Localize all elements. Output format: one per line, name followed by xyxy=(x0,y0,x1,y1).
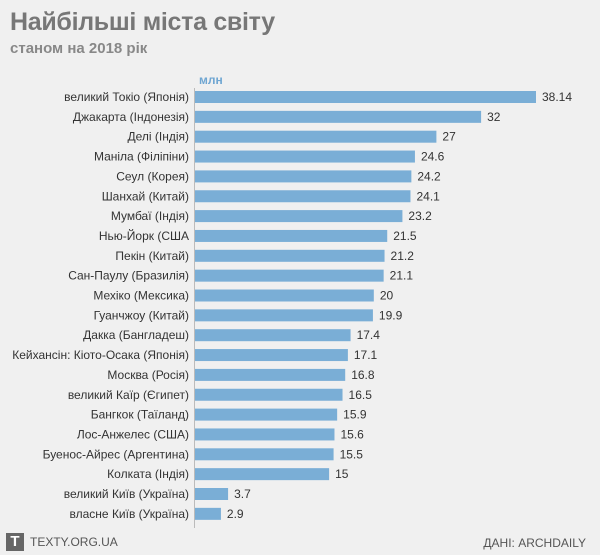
category-label: Буенос-Айрес (Аргентина) xyxy=(43,447,189,461)
category-label: власне Київ (Україна) xyxy=(70,507,189,521)
category-label: Колката (Індія) xyxy=(107,467,189,481)
bar xyxy=(195,229,388,242)
bar xyxy=(195,150,415,163)
value-label: 17.4 xyxy=(357,328,381,342)
bar xyxy=(195,110,482,123)
value-label: 38.14 xyxy=(542,90,572,104)
category-label: Джакарта (Індонезія) xyxy=(73,110,189,124)
bar xyxy=(195,249,385,262)
bar xyxy=(195,349,348,362)
value-label: 17.1 xyxy=(354,348,378,362)
chart-subtitle: станом на 2018 рік xyxy=(10,40,148,57)
category-label: Сан-Паулу (Бразилія) xyxy=(68,269,189,283)
bar xyxy=(195,210,403,223)
bar xyxy=(195,488,229,500)
value-label: 27 xyxy=(442,130,456,144)
category-label: Кейхансін: Кіото-Осака (Японія) xyxy=(12,348,189,362)
value-label: 15.6 xyxy=(340,427,364,441)
bar xyxy=(195,309,373,322)
value-label: 16.5 xyxy=(349,388,373,402)
category-label: Дакка (Бангладеш) xyxy=(83,328,189,342)
value-label: 32 xyxy=(487,110,501,124)
bar xyxy=(195,388,343,401)
value-label: 21.1 xyxy=(390,269,414,283)
bar xyxy=(195,368,346,381)
bar xyxy=(195,468,330,481)
bar xyxy=(195,507,221,520)
value-label: 23.2 xyxy=(408,209,432,223)
unit-label: млн xyxy=(199,73,223,87)
value-label: 24.1 xyxy=(416,189,440,203)
value-label: 19.9 xyxy=(379,308,403,322)
category-label: Мумбаї (Індія) xyxy=(111,209,189,223)
category-label: Бангкок (Таїланд) xyxy=(91,408,189,422)
bar xyxy=(195,329,351,342)
category-label: великий Київ (Україна) xyxy=(64,487,189,501)
texty-logo-icon: T xyxy=(6,533,24,551)
category-label: великий Токіо (Японія) xyxy=(64,90,189,104)
bar xyxy=(195,190,411,203)
value-label: 15 xyxy=(335,467,349,481)
category-label: великий Каїр (Єгипет) xyxy=(68,388,189,402)
category-label: Маніла (Філіпіни) xyxy=(94,150,189,164)
value-label: 2.9 xyxy=(227,507,244,521)
bar xyxy=(195,428,335,441)
chart-title: Найбільші міста світу xyxy=(10,8,275,36)
category-label: Мехіко (Мексика) xyxy=(93,289,189,303)
value-label: 15.9 xyxy=(343,408,367,422)
value-label: 20 xyxy=(380,289,394,303)
category-label: Гуанчжоу (Китай) xyxy=(94,308,189,322)
value-label: 24.2 xyxy=(417,169,441,183)
category-label: Сеул (Корея) xyxy=(116,169,189,183)
category-label: Делі (Індія) xyxy=(127,130,189,144)
data-source: ДАНІ: ARCHDAILY xyxy=(483,536,586,550)
bar xyxy=(195,170,412,183)
value-label: 3.7 xyxy=(234,487,251,501)
category-label: Москва (Росія) xyxy=(107,368,189,382)
category-label: Шанхай (Китай) xyxy=(102,189,189,203)
value-label: 16.8 xyxy=(351,368,375,382)
bar xyxy=(195,408,338,421)
bar xyxy=(195,269,384,282)
value-label: 21.2 xyxy=(391,249,415,263)
footer-brand: T TEXTY.ORG.UA xyxy=(6,533,118,551)
category-label: Лос-Анжелес (США) xyxy=(77,427,189,441)
bar xyxy=(195,289,374,302)
bar xyxy=(195,448,334,461)
value-label: 21.5 xyxy=(393,229,417,243)
value-label: 15.5 xyxy=(340,447,364,461)
category-label: Пекін (Китай) xyxy=(115,249,189,263)
bar xyxy=(195,130,437,143)
value-label: 24.6 xyxy=(421,150,445,164)
category-label: Нью-Йорк (США xyxy=(99,228,189,243)
bar xyxy=(195,91,536,103)
site-name[interactable]: TEXTY.ORG.UA xyxy=(30,535,118,549)
